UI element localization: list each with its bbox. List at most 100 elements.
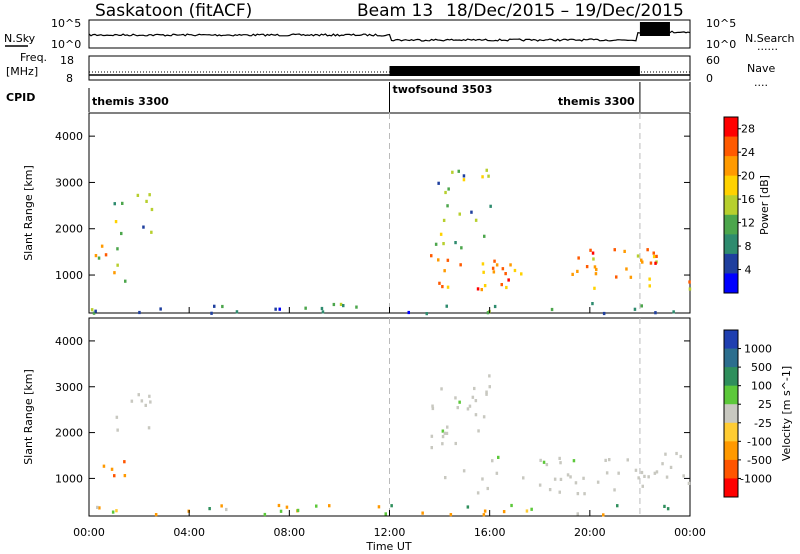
colorbar-swatch bbox=[724, 478, 738, 498]
range-gate-cell bbox=[444, 190, 447, 195]
range-gate-cell bbox=[501, 267, 505, 271]
range-gate-cell bbox=[530, 507, 533, 511]
range-gate-cell bbox=[121, 201, 124, 205]
range-gate-cell bbox=[688, 287, 692, 291]
range-gate-cell bbox=[495, 471, 499, 475]
range-gate-cell bbox=[589, 248, 592, 252]
freq-tick-right-top: 60 bbox=[706, 54, 720, 67]
beam-label: Beam 13 bbox=[357, 1, 433, 21]
plot-area bbox=[88, 317, 691, 517]
colorbar-tick-label: 8 bbox=[745, 240, 752, 253]
range-gate-cell bbox=[522, 476, 525, 480]
y-tick-label: 1000 bbox=[55, 472, 83, 485]
nave-label: Nave bbox=[747, 62, 775, 75]
range-gate-cell bbox=[434, 242, 438, 246]
range-gate-cell bbox=[576, 512, 579, 516]
colorbar-tick-label: 20 bbox=[741, 170, 755, 183]
colorbar-tick-label: 1000 bbox=[744, 343, 772, 356]
range-gate-cell bbox=[332, 302, 336, 307]
range-gate-cell bbox=[136, 193, 140, 197]
range-gate-cell bbox=[615, 275, 618, 279]
colorbar-swatch bbox=[724, 422, 738, 442]
range-gate-cell bbox=[148, 193, 151, 197]
range-gate-cell bbox=[377, 505, 381, 509]
range-gate-cell bbox=[653, 471, 657, 475]
range-gate-cell bbox=[481, 477, 484, 481]
range-gate-cell bbox=[574, 481, 578, 485]
cpid-segment-label: themis 3300 bbox=[92, 95, 169, 108]
range-gate-cell bbox=[625, 267, 628, 271]
y-axis-label: Slant Range [km] bbox=[22, 165, 35, 261]
range-gate-cell bbox=[647, 475, 650, 479]
range-gate-cell bbox=[583, 492, 586, 496]
range-gate-cell bbox=[492, 270, 496, 274]
colorbar-tick-label: 500 bbox=[751, 361, 772, 374]
range-gate-cell bbox=[487, 174, 490, 178]
range-gate-cell bbox=[451, 170, 454, 174]
range-gate-cell bbox=[446, 285, 450, 289]
range-gate-cell bbox=[595, 267, 598, 272]
range-gate-cell bbox=[654, 261, 657, 265]
colorbar-swatch bbox=[724, 195, 738, 216]
colorbar-swatch bbox=[724, 117, 738, 138]
range-gate-cell bbox=[220, 504, 223, 508]
colorbar-swatch bbox=[724, 156, 738, 177]
range-gate-cell bbox=[442, 218, 446, 222]
colorbar-swatch bbox=[724, 214, 738, 235]
range-gate-cell bbox=[154, 513, 158, 517]
range-gate-cell bbox=[593, 265, 597, 269]
range-gate-cell bbox=[90, 308, 94, 312]
y-tick-label: 2000 bbox=[55, 223, 83, 236]
range-gate-cell bbox=[221, 304, 224, 309]
range-gate-cell bbox=[113, 271, 116, 275]
range-gate-cell bbox=[648, 284, 651, 288]
range-gate-cell bbox=[605, 471, 609, 475]
colorbar-swatch bbox=[724, 234, 738, 255]
range-gate-cell bbox=[208, 507, 211, 511]
range-gate-cell bbox=[431, 406, 435, 411]
colorbar-swatch bbox=[724, 273, 738, 294]
range-gate-cell bbox=[679, 454, 682, 459]
range-gate-cell bbox=[688, 280, 691, 284]
range-gate-cell bbox=[663, 504, 666, 508]
range-gate-cell bbox=[640, 304, 643, 308]
nave-legend-dots: .... bbox=[754, 76, 768, 89]
range-gate-cell bbox=[504, 272, 507, 276]
colorbar-tick-label: -25 bbox=[754, 417, 772, 430]
range-gate-cell bbox=[482, 270, 485, 274]
range-gate-cell bbox=[123, 460, 126, 464]
range-gate-cell bbox=[669, 465, 673, 469]
range-gate-cell bbox=[96, 505, 99, 509]
range-gate-cell bbox=[576, 492, 580, 496]
range-gate-cell bbox=[672, 310, 675, 314]
range-gate-cell bbox=[213, 304, 216, 308]
range-gate-cell bbox=[576, 269, 579, 273]
colorbar-tick-label: -100 bbox=[747, 435, 772, 448]
range-gate-cell bbox=[626, 458, 629, 462]
range-gate-cell bbox=[430, 446, 433, 450]
x-tick-label: 20:00 bbox=[574, 526, 606, 539]
range-gate-cell bbox=[474, 399, 478, 403]
y-tick-label: 3000 bbox=[55, 381, 83, 394]
range-gate-cell bbox=[437, 258, 440, 262]
noise-spike bbox=[639, 22, 670, 36]
y-axis-label: Slant Range [km] bbox=[22, 369, 35, 465]
range-gate-cell bbox=[462, 178, 466, 182]
range-gate-cell bbox=[476, 491, 480, 495]
range-gate-cell bbox=[100, 244, 104, 248]
range-gate-cell bbox=[430, 254, 433, 258]
range-gate-cell bbox=[617, 471, 620, 475]
range-gate-cell bbox=[123, 474, 127, 478]
range-gate-cell bbox=[509, 263, 512, 267]
y-tick-label: 3000 bbox=[55, 176, 83, 189]
colorbar-swatch bbox=[724, 253, 738, 274]
station-title: Saskatoon (fitACF) bbox=[95, 1, 252, 21]
range-gate-cell bbox=[553, 477, 557, 481]
range-gate-cell bbox=[486, 311, 490, 315]
range-gate-cell bbox=[328, 504, 331, 508]
range-gate-cell bbox=[159, 307, 162, 311]
range-gate-cell bbox=[355, 305, 358, 309]
x-tick-label: 00:00 bbox=[674, 526, 706, 539]
range-gate-cell bbox=[641, 484, 644, 488]
range-gate-cell bbox=[441, 435, 445, 439]
